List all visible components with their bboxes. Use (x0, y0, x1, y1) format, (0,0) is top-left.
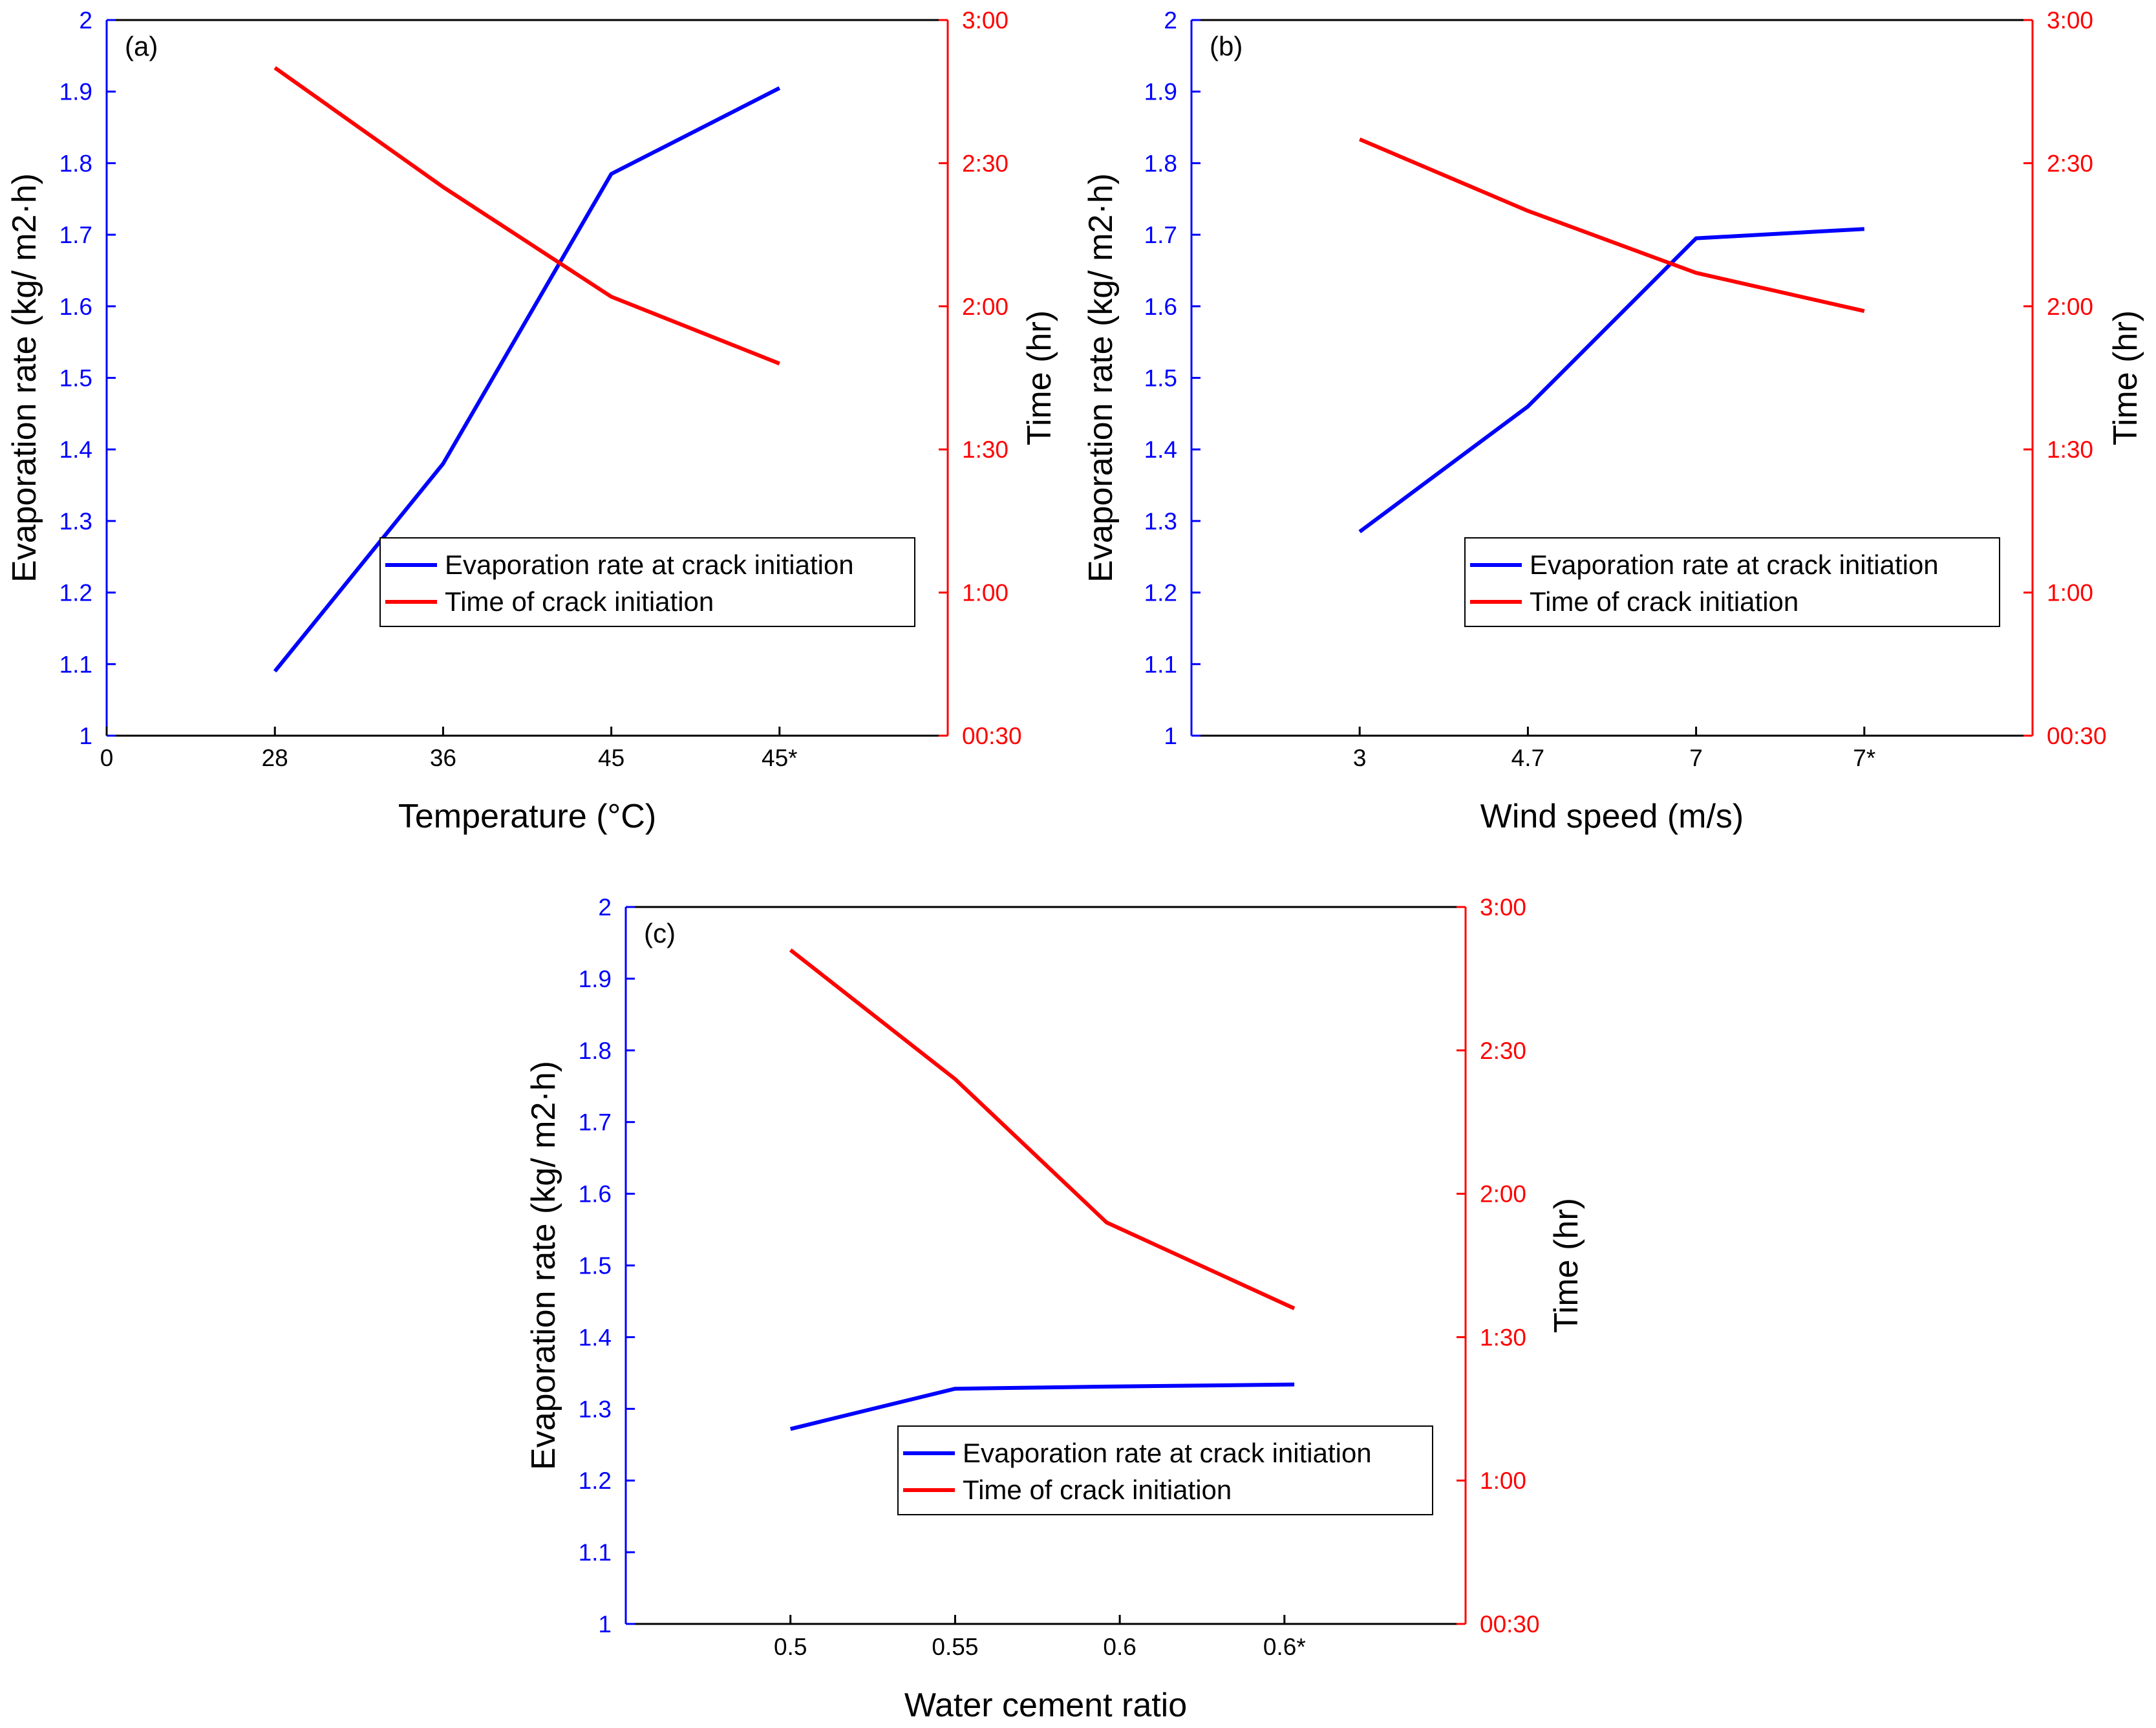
legend: Evaporation rate at crack initiation Time… (379, 537, 915, 627)
chart-panel-3: 1 1.1 1.2 1.3 1.4 1.5 1.6 1.7 1.8 1.9 2 00:30 1:00 1:… (525, 894, 1585, 1724)
crack-time-line (1359, 137, 1865, 314)
right-y-tick-label: 1:00 (2047, 580, 2093, 606)
left-y-tick-label: 1 (1164, 723, 1177, 749)
right-y-tick-label: 3:00 (2047, 7, 2093, 34)
x-tick-label: 3 (1353, 745, 1367, 771)
right-y-tick-label: 2:00 (2047, 293, 2093, 320)
left-y-tick-label: 2 (598, 894, 612, 921)
evaporation-rate-line (789, 1382, 1295, 1431)
left-y-tick-label: 1.1 (1144, 651, 1177, 677)
right-y-tick-label: 1:30 (2047, 436, 2093, 463)
right-y-tick-label: 2:30 (2047, 150, 2093, 176)
left-y-tick-label: 1.6 (59, 293, 92, 320)
legend-label: Time of crack initiation (445, 586, 714, 617)
x-tick-label: 7* (1853, 745, 1875, 771)
crack-time-line (273, 66, 780, 366)
right-y-tick-label: 1:30 (962, 436, 1009, 463)
x-axis-title: Water cement ratio (904, 1687, 1187, 1724)
left-y-tick-label: 1.7 (59, 222, 92, 248)
legend-label: Time of crack initiation (963, 1475, 1232, 1505)
left-y-tick-label: 1.9 (1144, 79, 1177, 105)
left-y-tick-label: 1.2 (1144, 580, 1177, 606)
left-y-tick-label: 1.4 (59, 436, 92, 463)
x-tick-label: 0.5 (774, 1634, 807, 1660)
x-tick-label: 0 (100, 745, 114, 771)
left-y-tick-label: 1.1 (579, 1539, 612, 1566)
left-y-tick-label: 1.2 (579, 1467, 612, 1494)
right-y-tick-label: 2:00 (1480, 1181, 1526, 1208)
left-y-tick-label: 1.8 (59, 150, 92, 176)
left-y-axis-title: Evaporation rate (kg/ m2·h) (6, 173, 43, 582)
legend-box (1464, 537, 2000, 627)
chart-panel-2: 1 1.1 1.2 1.3 1.4 1.5 1.6 1.7 1.8 1.9 2 00:30 1:00 1:… (1082, 7, 2144, 835)
x-tick-label: 0.6* (1263, 1634, 1306, 1660)
left-y-tick-label: 1.2 (59, 580, 92, 606)
right-y-tick-label: 00:30 (1480, 1611, 1540, 1637)
x-tick-label: 4.7 (1511, 745, 1544, 771)
x-tick-label: 0.6 (1103, 1634, 1136, 1660)
panel-label: (b) (1210, 31, 1243, 61)
right-y-tick-label: 3:00 (962, 7, 1009, 34)
left-y-tick-label: 1.7 (579, 1109, 612, 1136)
panel-label: (c) (644, 918, 676, 948)
x-tick-label: 36 (430, 745, 456, 771)
left-y-tick-label: 1.1 (59, 651, 92, 677)
legend: Evaporation rate at crack initiation Time… (897, 1425, 1433, 1515)
left-y-tick-label: 1.3 (1144, 508, 1177, 535)
right-y-tick-label: 2:30 (1480, 1038, 1526, 1064)
left-y-tick-label: 1.3 (579, 1396, 612, 1422)
x-axis-title: Wind speed (m/s) (1480, 798, 1744, 835)
evaporation-rate-line (1358, 227, 1864, 533)
x-tick-label: 45* (762, 745, 798, 771)
right-y-tick-label: 3:00 (1480, 894, 1526, 921)
left-y-tick-label: 2 (79, 7, 92, 34)
x-tick-label: 0.55 (932, 1634, 978, 1660)
legend-label: Time of crack initiation (1530, 586, 1798, 617)
legend-label: Evaporation rate at crack initiation (963, 1438, 1372, 1468)
chart-panel-1: 1 1.1 1.2 1.3 1.4 1.5 1.6 1.7 1.8 1.9 2 00:30 1:00 1:… (6, 7, 1058, 835)
right-y-tick-label: 2:00 (962, 293, 1009, 320)
right-y-tick-label: 1:30 (1480, 1324, 1526, 1350)
x-tick-label: 7 (1689, 745, 1703, 771)
right-y-tick-label: 1:00 (962, 580, 1009, 606)
right-y-tick-label: 2:30 (962, 150, 1009, 176)
left-y-tick-label: 1.4 (579, 1324, 612, 1350)
left-y-tick-label: 1.9 (59, 79, 92, 105)
left-y-tick-label: 1 (79, 723, 92, 749)
left-y-tick-label: 1 (598, 1611, 612, 1637)
crack-time-line (789, 948, 1296, 1310)
legend-box (897, 1425, 1433, 1515)
left-y-tick-label: 2 (1164, 7, 1177, 34)
left-y-tick-label: 1.7 (1144, 222, 1177, 248)
left-y-tick-label: 1.8 (579, 1038, 612, 1064)
left-y-tick-label: 1.3 (59, 508, 92, 535)
left-y-tick-label: 1.6 (579, 1181, 612, 1208)
x-axis-title: Temperature (°C) (398, 798, 656, 835)
right-y-tick-label: 00:30 (2047, 723, 2107, 749)
right-y-axis-title: Time (hr) (2107, 310, 2144, 445)
right-y-tick-label: 1:00 (1480, 1467, 1526, 1494)
panel-label: (a) (125, 31, 158, 61)
left-y-tick-label: 1.9 (579, 966, 612, 992)
left-y-tick-label: 1.5 (1144, 365, 1177, 392)
x-tick-label: 28 (262, 745, 288, 771)
legend-box (379, 537, 915, 627)
left-y-tick-label: 1.8 (1144, 150, 1177, 176)
left-y-tick-label: 1.6 (1144, 293, 1177, 320)
legend: Evaporation rate at crack initiation Time… (1464, 537, 2000, 627)
legend-label: Evaporation rate at crack initiation (1530, 549, 1939, 580)
legend-label: Evaporation rate at crack initiation (445, 549, 854, 580)
left-y-axis-title: Evaporation rate (kg/ m2·h) (525, 1061, 562, 1470)
evaporation-rate-line (273, 86, 781, 673)
left-y-axis-title: Evaporation rate (kg/ m2·h) (1082, 173, 1120, 582)
x-tick-label: 45 (598, 745, 624, 771)
left-y-tick-label: 1.5 (579, 1253, 612, 1279)
right-y-tick-label: 00:30 (962, 723, 1022, 749)
left-y-tick-label: 1.5 (59, 365, 92, 392)
right-y-axis-title: Time (hr) (1548, 1198, 1585, 1333)
right-y-axis-title: Time (hr) (1021, 310, 1058, 445)
left-y-tick-label: 1.4 (1144, 436, 1177, 463)
